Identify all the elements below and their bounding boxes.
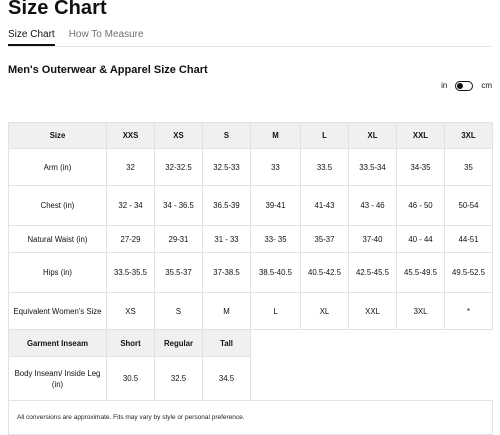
header-size: Size — [8, 122, 107, 149]
table-cell: 42.5-45.5 — [348, 252, 397, 293]
table-cell: 34.5 — [202, 356, 251, 401]
header-size-3xl: 3XL — [444, 122, 493, 149]
table-cell: 37-40 — [348, 225, 397, 253]
table-cell: 32.5-33 — [202, 148, 251, 186]
table-cell: 30.5 — [106, 356, 155, 401]
table-cell: 33.5-34 — [348, 148, 397, 186]
table-cell: M — [202, 292, 251, 330]
blank-cell — [251, 330, 493, 357]
unit-label-cm: cm — [481, 81, 492, 90]
table-cell: S — [154, 292, 203, 330]
table-cell: 33 — [250, 148, 301, 186]
table-cell: 40 - 44 — [396, 225, 445, 253]
tab-how-to-measure[interactable]: How To Measure — [68, 29, 144, 40]
header-size-l: L — [300, 122, 349, 149]
table-cell: 27-29 — [106, 225, 155, 253]
table-cell: 41-43 — [300, 185, 349, 226]
size-header-row: Size XXS XS S M L XL XXL 3XL — [8, 122, 493, 149]
footnote: All conversions are approximate. Fits ma… — [8, 400, 493, 435]
header-size-xs: XS — [154, 122, 203, 149]
header-size-s: S — [202, 122, 251, 149]
table-row-chest: Chest (in) 32 - 34 34 - 36.5 36.5-39 39-… — [8, 185, 493, 226]
header-garment-inseam: Garment Inseam — [8, 329, 107, 357]
table-cell: 33.5 — [300, 148, 349, 186]
page-title: Size Chart — [8, 0, 107, 19]
table-cell: 44-51 — [444, 225, 493, 253]
table-cell: 37-38.5 — [202, 252, 251, 293]
table-row-hips: Hips (in) 33.5-35.5 35.5-37 37-38.5 38.5… — [8, 252, 493, 293]
row-label: Equivalent Women's Size — [8, 292, 107, 330]
table-row-body-inseam: Body Inseam/ Inside Leg (in) 30.5 32.5 3… — [8, 356, 493, 401]
table-cell: 33- 35 — [250, 225, 301, 253]
table-row-womens-size: Equivalent Women's Size XS S M L XL XXL … — [8, 292, 493, 330]
table-cell: 35.5-37 — [154, 252, 203, 293]
footnote-row: All conversions are approximate. Fits ma… — [8, 400, 493, 435]
row-label: Hips (in) — [8, 252, 107, 293]
tabs-divider — [8, 46, 492, 47]
row-label: Arm (in) — [8, 148, 107, 186]
unit-toggle: in cm — [441, 81, 492, 91]
table-cell: 34-35 — [396, 148, 445, 186]
row-label: Natural Waist (in) — [8, 225, 107, 253]
table-cell: 29-31 — [154, 225, 203, 253]
table-cell: 32-32.5 — [154, 148, 203, 186]
table-cell: 40.5-42.5 — [300, 252, 349, 293]
table-cell: 35 — [444, 148, 493, 186]
table-cell: 50-54 — [444, 185, 493, 226]
table-cell: 32.5 — [154, 356, 203, 401]
header-inseam-tall: Tall — [202, 329, 251, 357]
table-cell: 38.5-40.5 — [250, 252, 301, 293]
table-cell: 43 - 46 — [348, 185, 397, 226]
tab-size-chart[interactable]: Size Chart — [8, 27, 55, 49]
table-cell: XXL — [348, 292, 397, 330]
table-cell: 33.5-35.5 — [106, 252, 155, 293]
table-cell: 49.5-52.5 — [444, 252, 493, 293]
header-size-xxs: XXS — [106, 122, 155, 149]
table-cell: 45.5-49.5 — [396, 252, 445, 293]
table-cell: 46 - 50 — [396, 185, 445, 226]
blank-cell — [251, 357, 493, 401]
table-cell: L — [250, 292, 301, 330]
table-cell: * — [444, 292, 493, 330]
header-size-m: M — [250, 122, 301, 149]
inseam-header-row: Garment Inseam Short Regular Tall — [8, 329, 493, 357]
tab-bar: Size Chart How To Measure — [8, 27, 158, 49]
table-cell: 35-37 — [300, 225, 349, 253]
table-cell: XL — [300, 292, 349, 330]
row-label: Body Inseam/ Inside Leg (in) — [8, 356, 107, 401]
table-cell: 34 - 36.5 — [154, 185, 203, 226]
header-size-xxl: XXL — [396, 122, 445, 149]
table-cell: 3XL — [396, 292, 445, 330]
table-row-arm: Arm (in) 32 32-32.5 32.5-33 33 33.5 33.5… — [8, 148, 493, 186]
row-label: Chest (in) — [8, 185, 107, 226]
table-cell: 39-41 — [250, 185, 301, 226]
unit-switch[interactable] — [455, 81, 474, 91]
chart-subtitle: Men's Outerwear & Apparel Size Chart — [8, 64, 208, 76]
header-size-xl: XL — [348, 122, 397, 149]
unit-switch-knob — [457, 83, 464, 89]
table-cell: 32 — [106, 148, 155, 186]
table-cell: XS — [106, 292, 155, 330]
table-cell: 36.5-39 — [202, 185, 251, 226]
table-row-waist: Natural Waist (in) 27-29 29-31 31 - 33 3… — [8, 225, 493, 253]
header-inseam-regular: Regular — [154, 329, 203, 357]
unit-label-in: in — [441, 81, 448, 90]
table-cell: 32 - 34 — [106, 185, 155, 226]
size-table: Size XXS XS S M L XL XXL 3XL Arm (in) 32… — [8, 122, 493, 435]
table-cell: 31 - 33 — [202, 225, 251, 253]
header-inseam-short: Short — [106, 329, 155, 357]
